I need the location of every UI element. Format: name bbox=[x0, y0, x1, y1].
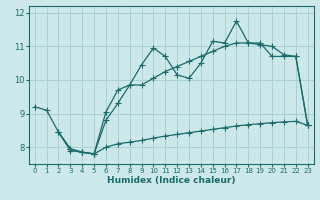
X-axis label: Humidex (Indice chaleur): Humidex (Indice chaleur) bbox=[107, 176, 236, 185]
